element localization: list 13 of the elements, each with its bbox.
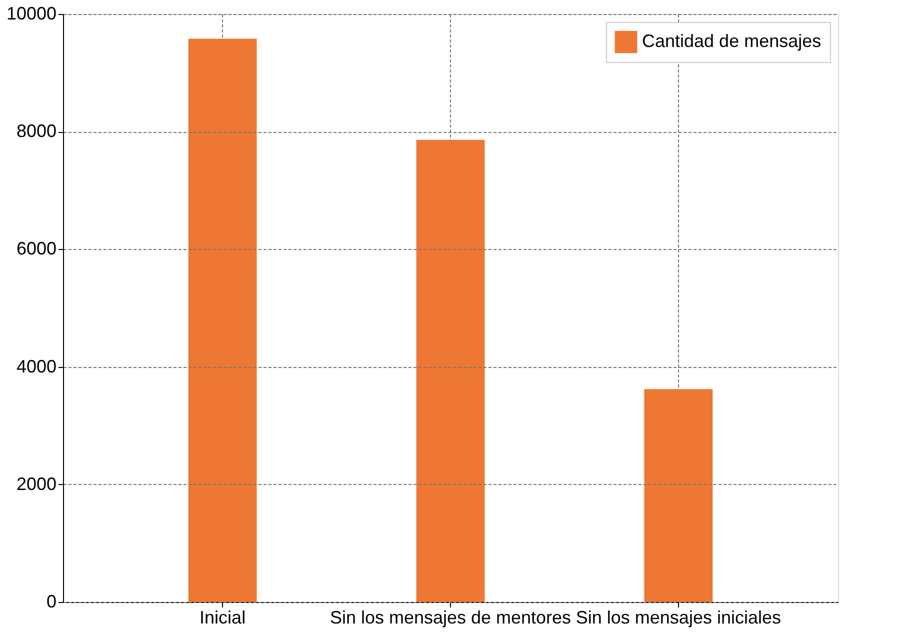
y-tick-label: 4000	[16, 356, 56, 376]
y-tick-label: 0	[46, 592, 56, 612]
bar	[188, 38, 257, 602]
y-tick-label: 6000	[16, 238, 56, 259]
legend-label: Cantidad de mensajes	[642, 31, 822, 51]
y-tick-label: 10000	[6, 4, 56, 24]
bar	[416, 140, 485, 602]
x-tick-label: Sin los mensajes iniciales	[576, 608, 781, 628]
x-tick-label: Inicial	[200, 608, 246, 628]
y-tick-label: 8000	[16, 121, 56, 142]
bar	[644, 389, 713, 602]
x-tick-label: Sin los mensajes de mentores	[330, 608, 572, 628]
y-tick-label: 2000	[16, 474, 56, 494]
